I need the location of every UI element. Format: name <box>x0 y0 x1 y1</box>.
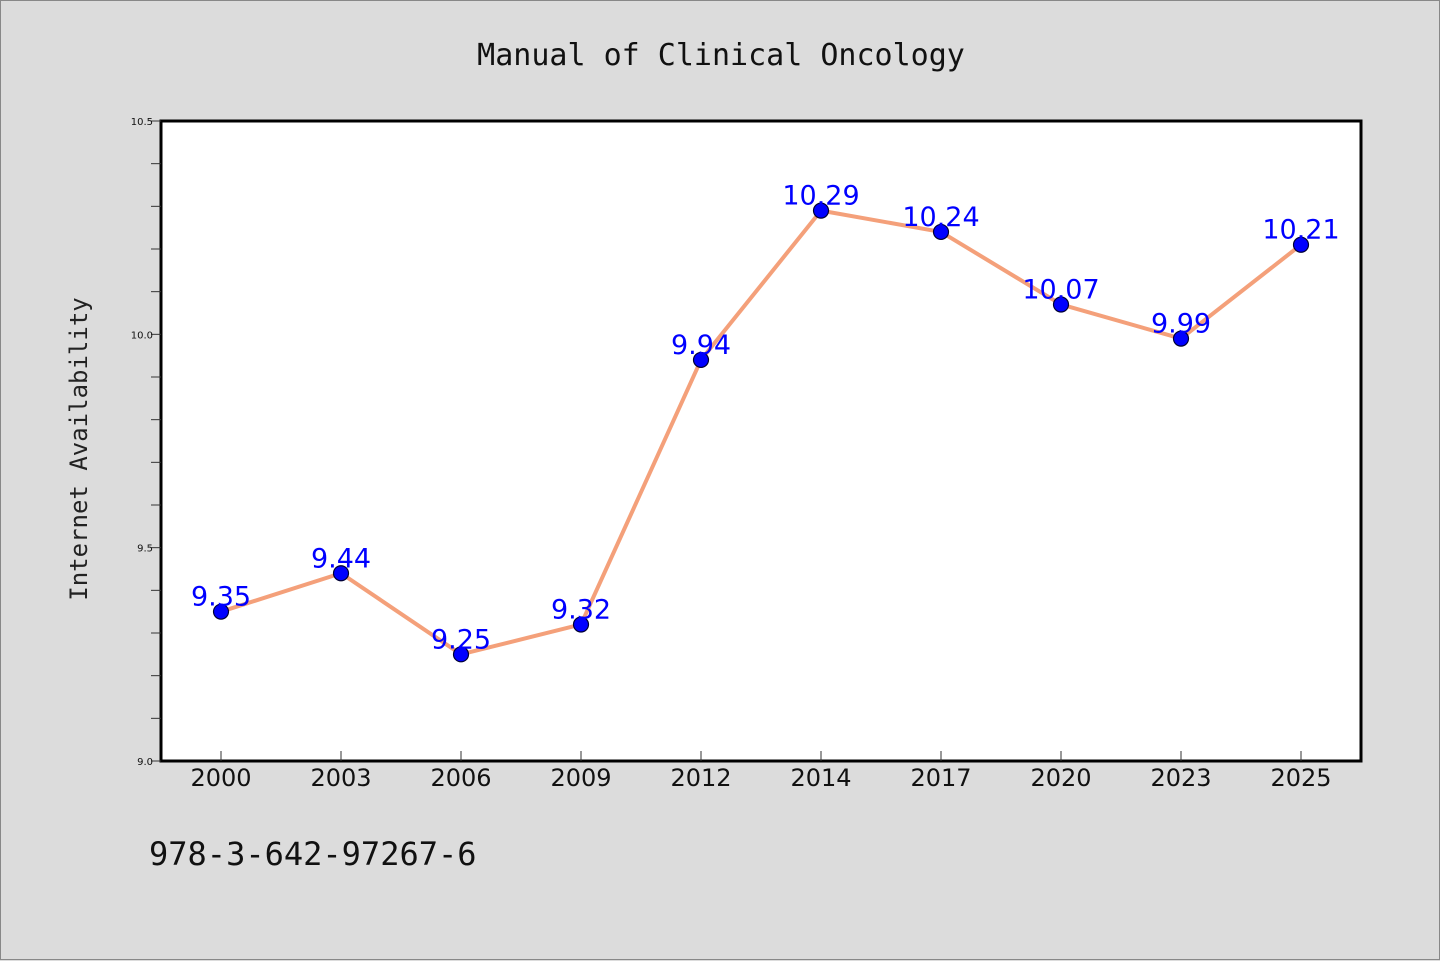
x-axis-ticks: 2000 2003 2006 2009 2012 2014 2017 2020 2023 2025 <box>190 751 1332 792</box>
data-point <box>932 223 950 241</box>
data-label: 9.44 <box>311 543 371 574</box>
data-point <box>1292 236 1310 253</box>
data-label: 10.07 <box>1022 274 1099 305</box>
data-point <box>1172 330 1190 347</box>
y-axis-label: Internet Availability <box>65 297 93 600</box>
x-tick-label: 2023 <box>1150 764 1211 792</box>
y-tick-label: 10.0 <box>131 330 153 341</box>
data-point <box>212 603 230 620</box>
x-tick-label: 2006 <box>430 764 491 792</box>
x-tick-label: 2020 <box>1030 764 1091 792</box>
x-tick-label: 2025 <box>1270 764 1331 792</box>
y-tick-label: 9.0 <box>137 757 153 768</box>
x-tick-label: 2003 <box>310 764 371 792</box>
chart-title: Manual of Clinical Oncology <box>477 38 965 73</box>
data-label: 9.32 <box>551 594 611 625</box>
x-tick-label: 2012 <box>670 764 731 792</box>
x-tick-label: 2009 <box>550 764 611 792</box>
data-label: 9.94 <box>671 330 731 361</box>
data-label: 10.29 <box>782 181 859 212</box>
data-label: 10.21 <box>1262 215 1339 246</box>
x-tick-label: 2017 <box>910 764 971 792</box>
data-label: 9.35 <box>191 582 251 613</box>
series-line <box>219 208 1303 657</box>
y-tick-label: 10.5 <box>131 117 153 128</box>
data-label: 10.24 <box>902 202 979 233</box>
x-tick-label: 2000 <box>190 764 251 792</box>
data-point <box>332 565 350 582</box>
plot-area <box>159 119 1363 763</box>
y-tick-label: 9.5 <box>137 544 153 555</box>
data-point <box>812 202 830 219</box>
data-label: 9.25 <box>431 624 491 655</box>
data-point <box>572 616 590 633</box>
data-point <box>1052 296 1070 313</box>
data-labels: 9.35 9.44 9.25 9.32 9.94 10.29 10.24 10.07 9.99 1… <box>191 181 1340 656</box>
isbn-footer: 978-3-642-97267-6 <box>149 835 477 873</box>
series-group <box>212 202 1310 663</box>
x-tick-label: 2014 <box>790 764 851 792</box>
data-label: 9.99 <box>1151 309 1211 340</box>
data-point <box>452 646 470 663</box>
data-point <box>692 351 710 369</box>
y-axis-ticks: 9.0 9.5 10.0 10.5 <box>131 117 161 768</box>
